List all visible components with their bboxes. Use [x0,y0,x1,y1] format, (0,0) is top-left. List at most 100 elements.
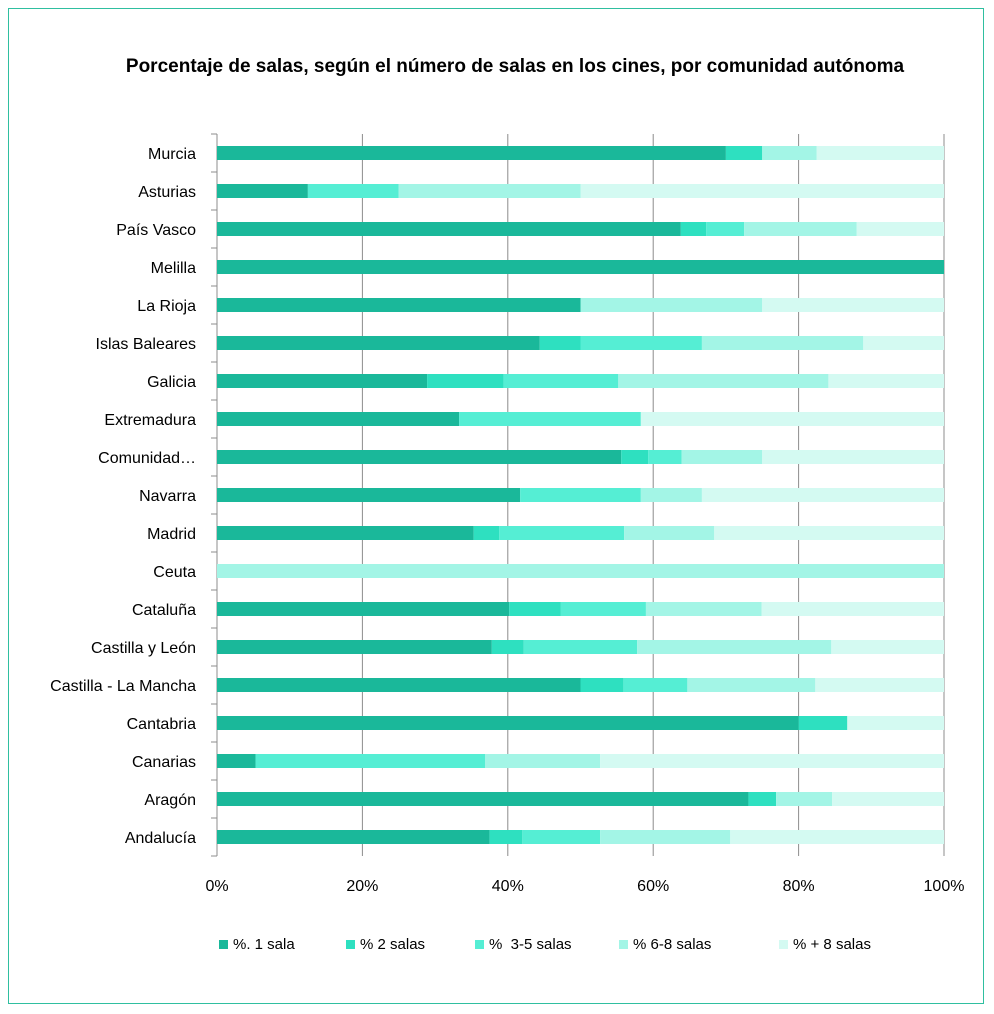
chart-title: Porcentaje de salas, según el número de … [125,56,905,77]
y-tick-label: Navarra [139,488,196,505]
bar-segment [503,374,619,388]
bar-segment [217,754,256,768]
bar-segment [618,374,829,388]
bar-segment [560,602,646,616]
bar-segment [680,222,707,236]
x-tick-label: 20% [346,878,378,895]
bar-segment [831,640,944,654]
y-tick-label: Galicia [147,374,196,391]
x-tick-label: 80% [783,878,815,895]
x-tick-label: 0% [205,878,228,895]
bar-segment [832,792,944,806]
bar-segment [523,640,638,654]
y-tick-label: La Rioja [137,298,196,315]
bar-segment [217,260,944,274]
legend-label: % + 8 salas [793,936,871,953]
bar-segment [701,336,864,350]
bar-segment [217,336,540,350]
bar-segment [217,564,944,578]
bar-segment [762,146,817,160]
bar-segment [623,678,688,692]
bar-segment [776,792,833,806]
bar-segment [217,222,681,236]
bar-segment [427,374,504,388]
legend-swatch [779,940,788,949]
bar-segment [701,488,944,502]
y-tick-label: Islas Baleares [96,336,197,353]
bar-segment [217,298,581,312]
y-tick-label: Andalucía [125,830,196,847]
bar-segment [217,374,428,388]
y-tick-label: Asturias [138,184,196,201]
y-tick-label: Cataluña [132,602,196,619]
bar-segment [509,602,561,616]
legend-label: % 6-8 salas [633,936,711,953]
bar-segment [217,792,749,806]
y-axis [211,133,218,857]
bar-segment [255,754,486,768]
bar-segment [706,222,745,236]
y-tick-labels: Murcia Asturias País Vasco Melilla La Rioja I… [50,146,196,847]
bar-segment [762,298,944,312]
bar-segment [489,830,523,844]
bar-segment [725,146,763,160]
bar-segment [217,526,474,540]
bar-segment [714,526,944,540]
bar-segment [816,146,944,160]
x-tick-label: 40% [492,878,524,895]
bar-segment [217,488,521,502]
bar-segment [761,602,944,616]
y-tick-label: Madrid [147,526,196,543]
bar-segment [217,412,460,426]
bar-segment [499,526,625,540]
bar-segment [640,488,702,502]
legend: %. 1 sala % 2 salas % 3-5 salas % 6-8 salas… [219,936,871,953]
legend-swatch [619,940,628,949]
y-tick-label: Canarias [132,754,196,771]
bar-segment [624,526,715,540]
x-tick-labels: 0% 20% 40% 60% 80% 100% [205,878,964,895]
legend-swatch [219,940,228,949]
bar-segment [580,298,763,312]
legend-label: % 2 salas [360,936,425,953]
bar-segment [217,678,581,692]
bar-segment [307,184,399,198]
bar-segment [217,450,622,464]
bar-segment [798,716,848,730]
bar-segment [863,336,944,350]
x-tick-label: 60% [637,878,669,895]
bar-segment [217,830,490,844]
bar-segment [847,716,944,730]
bar-segment [828,374,944,388]
bar-segment [637,640,832,654]
bar-segment [217,640,492,654]
legend-label: % 3-5 salas [489,936,572,953]
bar-segment [748,792,777,806]
bar-segment [648,450,682,464]
y-tick-label: Cantabria [127,716,196,733]
x-tick-label: 100% [924,878,965,895]
y-tick-label: Extremadura [104,412,196,429]
bar-segment [580,184,944,198]
bar-segment [217,716,799,730]
y-tick-label: Castilla y León [91,640,196,657]
bar-segment [600,830,731,844]
y-tick-label: Aragón [144,792,196,809]
bar-segment [522,830,601,844]
bar-segment [730,830,944,844]
bar-segment [539,336,581,350]
legend-swatch [475,940,484,949]
bar-segment [398,184,581,198]
bar-segment [217,184,308,198]
bar-segment [491,640,524,654]
legend-label: %. 1 sala [233,936,295,953]
y-tick-label: Melilla [151,260,196,277]
bar-segment [687,678,816,692]
y-tick-label: Castilla - La Mancha [50,678,196,695]
bar-segment [520,488,641,502]
bar-segment [485,754,601,768]
bar-segment [681,450,763,464]
bar-segment [762,450,944,464]
y-tick-label: Comunidad… [98,450,196,467]
